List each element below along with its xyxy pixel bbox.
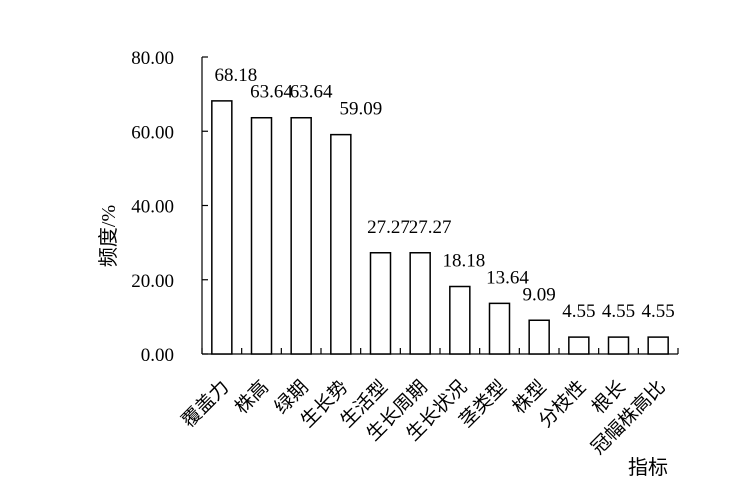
y-tick-label: 20.00 — [131, 271, 174, 292]
value-label: 4.55 — [642, 301, 675, 322]
bar-series — [211, 100, 669, 355]
value-labels: 68.1863.6463.6459.0927.2727.2718.1813.64… — [214, 65, 674, 322]
bar-2 — [250, 116, 273, 355]
category-label: 覆盖力 — [177, 376, 233, 432]
bar-10 — [568, 336, 590, 355]
bar-12 — [647, 336, 669, 355]
value-label: 59.09 — [339, 99, 382, 120]
y-tick-label: 0.00 — [141, 345, 174, 366]
bar-9 — [528, 319, 550, 355]
x-axis — [201, 348, 679, 355]
y-axis-label: 频度/% — [97, 205, 120, 267]
bar-4 — [330, 133, 352, 355]
bar-1 — [211, 100, 233, 355]
y-axis: 0.00 20.00 40.00 60.00 80.00 — [131, 48, 208, 366]
bar-11 — [607, 336, 630, 355]
bar-6 — [409, 252, 431, 355]
value-label: 9.09 — [523, 284, 556, 305]
value-label: 27.27 — [409, 217, 452, 238]
value-label: 4.55 — [602, 301, 635, 322]
bar-7 — [449, 285, 471, 355]
x-axis-label: 指标 — [628, 456, 668, 479]
value-label: 18.18 — [442, 251, 485, 272]
bar-8 — [488, 302, 511, 355]
value-label: 27.27 — [367, 217, 410, 238]
value-label: 68.18 — [214, 65, 257, 86]
category-label: 冠幅株高比 — [587, 376, 670, 459]
value-label: 63.64 — [290, 82, 333, 103]
value-label: 63.64 — [250, 82, 293, 103]
value-label: 4.55 — [562, 301, 595, 322]
category-label: 株高 — [231, 376, 273, 418]
y-tick-label: 60.00 — [131, 122, 174, 143]
bar-5 — [369, 252, 392, 355]
bar-3 — [290, 116, 312, 355]
y-tick-label: 40.00 — [131, 197, 174, 218]
value-label: 13.64 — [486, 267, 529, 288]
y-tick-label: 80.00 — [131, 48, 174, 69]
